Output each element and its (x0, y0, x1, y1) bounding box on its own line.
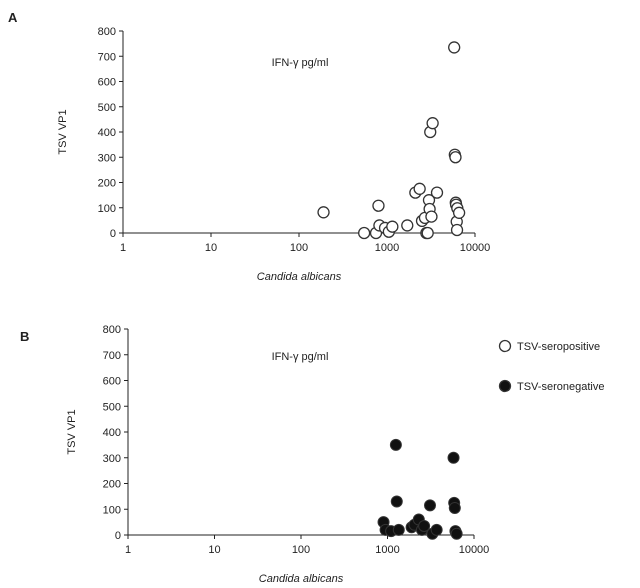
y-tick-label: 200 (103, 479, 121, 491)
data-point (425, 210, 438, 223)
data-point (389, 438, 402, 451)
x-tick-label: 1000 (375, 544, 399, 556)
y-tick-label: 400 (103, 427, 121, 439)
data-point (450, 223, 464, 237)
data-point (358, 226, 371, 240)
y-tick-label: 800 (98, 26, 116, 38)
y-tick-label: 100 (103, 504, 121, 516)
data-point (430, 186, 444, 199)
x-axis-title: Candida albicans (257, 271, 342, 283)
y-tick-label: 700 (98, 51, 116, 63)
y-tick-label: 0 (110, 228, 116, 240)
x-tick-label: 10 (205, 242, 217, 254)
x-axis-title: Candida albicans (259, 573, 344, 585)
x-tick-label: 1 (125, 544, 131, 556)
annotation: IFN-γ pg/ml (272, 351, 329, 363)
x-tick-label: 1000 (375, 242, 399, 254)
data-point (426, 117, 439, 130)
data-point (418, 519, 431, 532)
y-tick-label: 100 (98, 203, 116, 215)
y-tick-label: 300 (103, 453, 121, 465)
x-tick-label: 10000 (460, 242, 491, 254)
data-point (386, 220, 399, 233)
legend-marker (498, 339, 512, 353)
y-tick-label: 400 (98, 127, 116, 139)
y-tick-label: 800 (103, 324, 121, 336)
data-point (421, 226, 434, 240)
data-point (401, 219, 414, 232)
y-axis-title: TSV VP1 (66, 409, 78, 454)
data-point (448, 41, 461, 54)
data-point (450, 527, 463, 540)
data-point (448, 501, 461, 514)
x-tick-label: 1 (120, 242, 126, 254)
data-point (452, 206, 466, 219)
panel-label: B (20, 329, 29, 344)
y-tick-label: 200 (98, 178, 116, 190)
y-tick-label: 0 (115, 530, 121, 542)
panel-label: A (8, 10, 18, 25)
data-point (372, 199, 385, 212)
data-point (424, 499, 437, 512)
y-tick-label: 600 (98, 77, 116, 89)
data-point (317, 206, 330, 219)
x-tick-label: 100 (290, 242, 308, 254)
data-point (447, 451, 460, 464)
x-tick-label: 100 (292, 544, 310, 556)
data-point (449, 151, 462, 164)
y-tick-label: 300 (98, 152, 116, 164)
data-point (430, 523, 443, 536)
data-point (413, 182, 426, 195)
y-axis-title: TSV VP1 (57, 109, 69, 154)
y-tick-label: 500 (98, 102, 116, 114)
data-point (390, 495, 403, 508)
y-tick-label: 700 (103, 350, 121, 362)
legend-label: TSV-seropositive (517, 341, 600, 353)
data-point (392, 523, 405, 536)
x-tick-label: 10 (208, 544, 220, 556)
x-tick-label: 10000 (459, 544, 490, 556)
y-tick-label: 600 (103, 376, 121, 388)
legend-marker (498, 379, 512, 393)
y-tick-label: 500 (103, 401, 121, 413)
legend-label: TSV-seronegative (517, 381, 604, 393)
annotation: IFN-γ pg/ml (272, 57, 329, 69)
